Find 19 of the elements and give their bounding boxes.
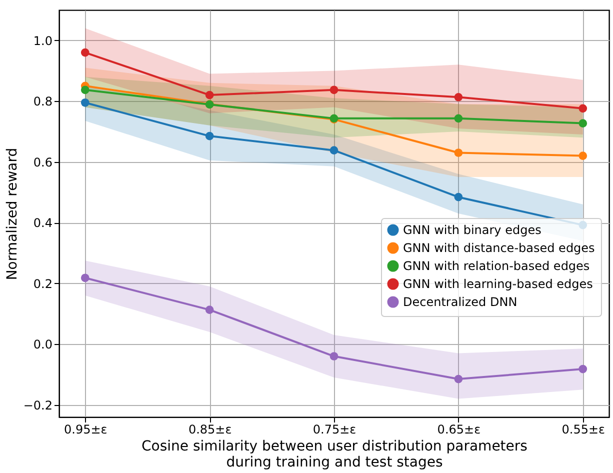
x-tick-label: 0.65±ε	[437, 422, 481, 436]
x-tick-label: 0.75±ε	[312, 422, 356, 436]
y-tick-label: 1.0	[33, 34, 52, 48]
x-tick-label: 0.85±ε	[188, 422, 232, 436]
y-tick-label: −0.2	[23, 398, 52, 412]
x-tick-label: 0.55±ε	[562, 422, 605, 436]
legend-label: GNN with binary edges	[403, 223, 542, 237]
x-tick-label: 0.95±ε	[64, 422, 108, 436]
y-tick-label: 0.2	[33, 276, 52, 291]
y-tick-label: 0.6	[33, 155, 52, 170]
x-axis-title: Cosine similarity between user distribution parameters during training and test stages	[142, 438, 528, 470]
legend-label: Decentralized DNN	[403, 295, 518, 309]
y-tick-label: 0.8	[33, 94, 52, 109]
y-axis-title: Normalized reward	[4, 148, 20, 280]
y-tick-label: 0.4	[33, 216, 52, 230]
legend-label: GNN with distance-based edges	[403, 241, 595, 255]
legend-label: GNN with relation-based edges	[403, 259, 590, 273]
legend-label: GNN with learning-based edges	[403, 277, 593, 291]
y-tick-label: 0.0	[33, 338, 52, 352]
